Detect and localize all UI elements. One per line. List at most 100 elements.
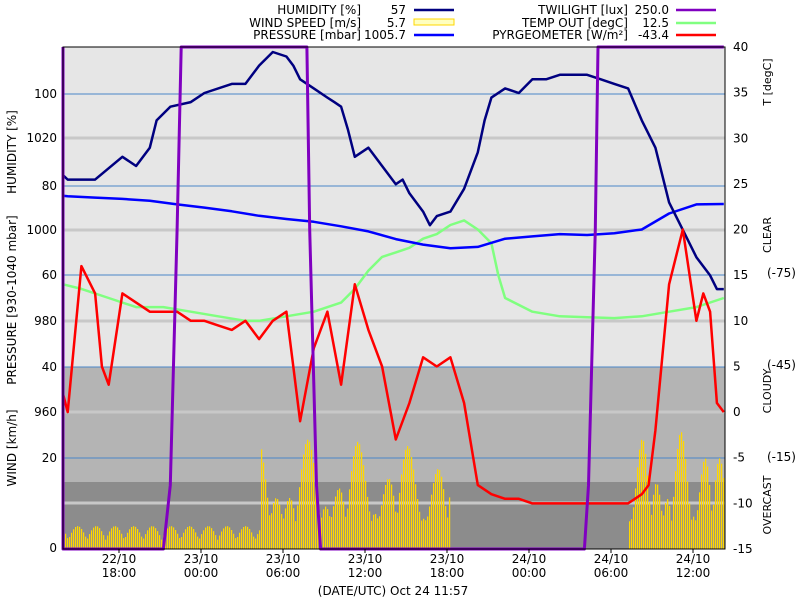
wind-bar-48 [161, 539, 163, 549]
wind-bar-60 [185, 529, 187, 549]
temp-tick-label-8: 0 [733, 405, 741, 419]
wind-bar-98 [261, 449, 263, 549]
wind-bar-57 [179, 538, 181, 549]
wind-bar-25 [115, 526, 117, 549]
humidity-tick-label-2: 60 [42, 268, 57, 282]
wind-bar-132 [329, 516, 331, 549]
wind-bar-97 [259, 530, 261, 549]
sky-label-cloudy: CLOUDY [761, 368, 774, 413]
wind-bar-118 [301, 469, 303, 549]
wind-bar-225 [693, 516, 695, 549]
humidity-tick-label-0: 100 [34, 87, 57, 101]
wind-bar-46 [157, 531, 159, 549]
wind-bar-204 [651, 514, 653, 549]
sky-condition-axis: CLEAR CLOUDY OVERCAST (-75) (-45) (-15) [761, 217, 796, 535]
wind-bar-130 [325, 506, 327, 549]
wind-bar-200 [643, 441, 645, 549]
wind-bar-205 [653, 494, 655, 549]
temp-tick-label-5: 15 [733, 268, 748, 282]
wind-bar-94 [253, 536, 255, 549]
wind-bar-170 [405, 449, 407, 549]
wind-bar-175 [415, 484, 417, 549]
legend-value-left-1: 5.7 [387, 16, 406, 30]
wind-bar-69 [203, 530, 205, 549]
wind-bar-137 [339, 488, 341, 549]
wind-bar-226 [695, 520, 697, 549]
wind-bar-77 [219, 535, 221, 549]
wind-bar-89 [243, 526, 245, 549]
wind-bar-183 [431, 494, 433, 549]
wind-bar-71 [207, 526, 209, 549]
wind-bar-87 [239, 532, 241, 549]
wind-bar-1 [67, 538, 69, 549]
wind-bar-84 [233, 533, 235, 549]
wind-bar-93 [251, 532, 253, 549]
wind-bar-67 [199, 538, 201, 549]
pressure-tick-label-1: 1000 [26, 223, 57, 237]
wind-bar-9 [83, 532, 85, 549]
wind-bar-176 [417, 499, 419, 549]
wind-bar-210 [663, 515, 665, 549]
x-axis: 22/1018:0023/1000:0023/1006:0023/1012:00… [102, 549, 711, 580]
band-clear [63, 47, 725, 367]
wind-bar-238 [719, 458, 721, 549]
wind-bar-86 [237, 537, 239, 549]
wind-bar-167 [399, 492, 401, 549]
temp-tick-label-9: -5 [733, 451, 745, 465]
wind-bar-96 [257, 534, 259, 549]
wind-bar-231 [705, 458, 707, 549]
wind-bar-144 [353, 456, 355, 549]
wind-bar-80 [225, 526, 227, 549]
wind-bar-15 [95, 526, 97, 549]
wind-bar-131 [327, 509, 329, 549]
wind-bar-34 [133, 526, 135, 549]
wind-bar-29 [123, 538, 125, 549]
wind-bar-37 [139, 532, 141, 549]
x-tick-label-date-3: 23/10 [348, 552, 383, 566]
temp-tick-label-4: 20 [733, 223, 748, 237]
series-line-humidity [61, 50, 724, 291]
wind-bar-169 [403, 459, 405, 549]
wind-bar-203 [649, 502, 651, 549]
wind-bar-214 [671, 520, 673, 549]
wind-bar-8 [81, 529, 83, 549]
wind-bar-192 [449, 497, 451, 549]
wind-bar-159 [383, 494, 385, 549]
wind-bar-113 [291, 500, 293, 549]
temp-tick-label-0: 40 [733, 40, 748, 54]
wind-bar-165 [395, 511, 397, 549]
temp-tick-label-6: 10 [733, 314, 748, 328]
wind-bar-73 [211, 528, 213, 549]
wind-bar-123 [311, 449, 313, 549]
legend-value-left-2: 1005.7 [364, 28, 406, 42]
wind-bar-146 [357, 441, 359, 549]
legend-name-right-1: TEMP OUT [degC] [521, 16, 628, 30]
wind-bar-143 [351, 471, 353, 549]
temp-tick-label-1: 35 [733, 86, 748, 100]
wind-bar-224 [691, 519, 693, 549]
sky-value-clear: (-75) [767, 266, 796, 280]
wind-bar-17 [99, 528, 101, 549]
wind-bar-190 [445, 506, 447, 549]
wind-bar-125 [315, 479, 317, 549]
wind-bar-229 [701, 474, 703, 549]
wind-bar-83 [231, 530, 233, 549]
wind-bar-4 [73, 529, 75, 549]
sky-label-overcast: OVERCAST [761, 475, 774, 534]
wind-bar-148 [361, 452, 363, 549]
legend-swatch-left-1 [413, 18, 455, 26]
x-tick-label-time-7: 12:00 [676, 566, 711, 580]
x-tick-label-date-1: 23/10 [184, 552, 219, 566]
x-tick-label-date-2: 23/10 [266, 552, 301, 566]
x-tick-label-time-1: 00:00 [184, 566, 219, 580]
wind-bar-222 [687, 481, 689, 549]
wind-bar-2 [69, 536, 71, 549]
wind-bar-74 [213, 531, 215, 549]
wind-bar-43 [151, 526, 153, 549]
legend-name-right-2: PYRGEOMETER [W/m²] [492, 28, 628, 42]
wind-bar-62 [189, 526, 191, 549]
wind-bar-101 [267, 497, 269, 549]
right-temperature-axis: 40 35 30 25 20 15 10 5 0 -5 -10 -15 T [degC] [733, 40, 774, 556]
wind-bar-95 [255, 538, 257, 549]
wind-bar-202 [647, 475, 649, 549]
